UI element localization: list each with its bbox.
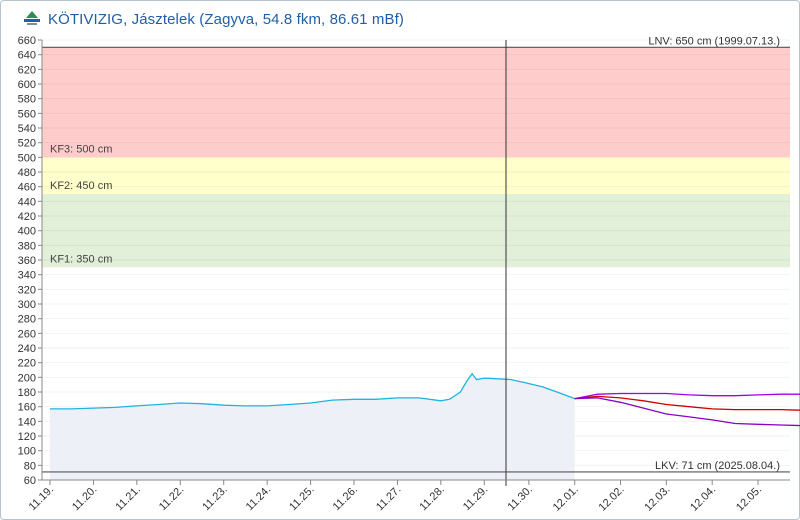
threshold-label: KF3: 500 cm	[50, 143, 112, 155]
chart-title[interactable]: KÖTIVIZIG, Jásztelek (Zagyva, 54.8 fkm, …	[48, 10, 404, 28]
y-tick-label: 600	[18, 79, 36, 91]
reference-line-label: LKV: 71 cm (2025.08.04.)	[655, 460, 780, 472]
y-tick-label: 560	[18, 108, 36, 120]
x-tick-label: 12.02.	[597, 484, 627, 514]
y-tick-label: 300	[18, 299, 36, 311]
forecast-series-line	[574, 392, 800, 400]
y-tick-label: 500	[18, 152, 36, 164]
x-tick-label: 11.29.	[461, 484, 491, 514]
observed-series-line	[50, 372, 575, 410]
x-tick-label: 12.03.	[642, 484, 672, 514]
threshold-label: KF1: 350 cm	[50, 253, 112, 265]
y-tick-label: 460	[18, 182, 36, 194]
x-tick-label: 11.30.	[505, 484, 535, 514]
forecast-series-line	[574, 397, 800, 427]
x-tick-label: 11.23.	[200, 484, 230, 514]
y-tick-label: 220	[18, 358, 36, 370]
y-tick-label: 440	[18, 196, 36, 208]
x-tick-label: 11.27.	[374, 484, 404, 514]
reference-line-label: LNV: 650 cm (1999.07.13.)	[648, 35, 780, 47]
y-tick-label: 520	[18, 138, 36, 150]
y-tick-label: 80	[24, 460, 36, 472]
threshold-band	[42, 47, 790, 158]
y-tick-label: 160	[18, 402, 36, 414]
threshold-band	[42, 194, 790, 268]
x-tick-label: 12.04.	[688, 484, 718, 514]
y-tick-label: 180	[18, 387, 36, 399]
y-tick-label: 580	[18, 94, 36, 106]
y-tick-label: 120	[18, 431, 36, 443]
y-tick-label: 140	[18, 416, 36, 428]
x-tick-label: 12.01.	[551, 484, 581, 514]
x-tick-label: 11.25.	[287, 484, 317, 514]
y-tick-label: 280	[18, 314, 36, 326]
y-tick-label: 640	[18, 50, 36, 62]
y-tick-label: 240	[18, 343, 36, 355]
y-tick-label: 400	[18, 226, 36, 238]
observed-area	[50, 373, 575, 480]
x-tick-label: 11.19.	[27, 484, 57, 514]
y-tick-label: 660	[18, 35, 36, 47]
x-tick-label: 12.05.	[734, 484, 764, 514]
y-tick-label: 620	[18, 64, 36, 76]
y-tick-label: 340	[18, 270, 36, 282]
x-tick-label: 11.21.	[113, 484, 143, 514]
y-tick-label: 380	[18, 240, 36, 252]
station-map-icon	[22, 10, 42, 28]
y-tick-label: 100	[18, 446, 36, 458]
x-tick-label: 11.26.	[331, 484, 361, 514]
y-tick-label: 200	[18, 372, 36, 384]
y-tick-label: 540	[18, 123, 36, 135]
y-tick-label: 360	[18, 255, 36, 267]
x-tick-label: 11.22.	[157, 484, 187, 514]
x-tick-label: 11.24.	[244, 484, 274, 514]
x-tick-label: 11.28.	[417, 484, 447, 514]
threshold-band	[42, 157, 790, 194]
forecast-series-line	[574, 395, 800, 411]
y-tick-label: 260	[18, 328, 36, 340]
chart-header: KÖTIVIZIG, Jásztelek (Zagyva, 54.8 fkm, …	[22, 8, 404, 30]
x-tick-label: 11.20.	[70, 484, 100, 514]
threshold-label: KF2: 450 cm	[50, 180, 112, 192]
y-tick-label: 320	[18, 284, 36, 296]
y-tick-label: 420	[18, 211, 36, 223]
y-tick-label: 60	[24, 475, 36, 487]
y-tick-label: 480	[18, 167, 36, 179]
